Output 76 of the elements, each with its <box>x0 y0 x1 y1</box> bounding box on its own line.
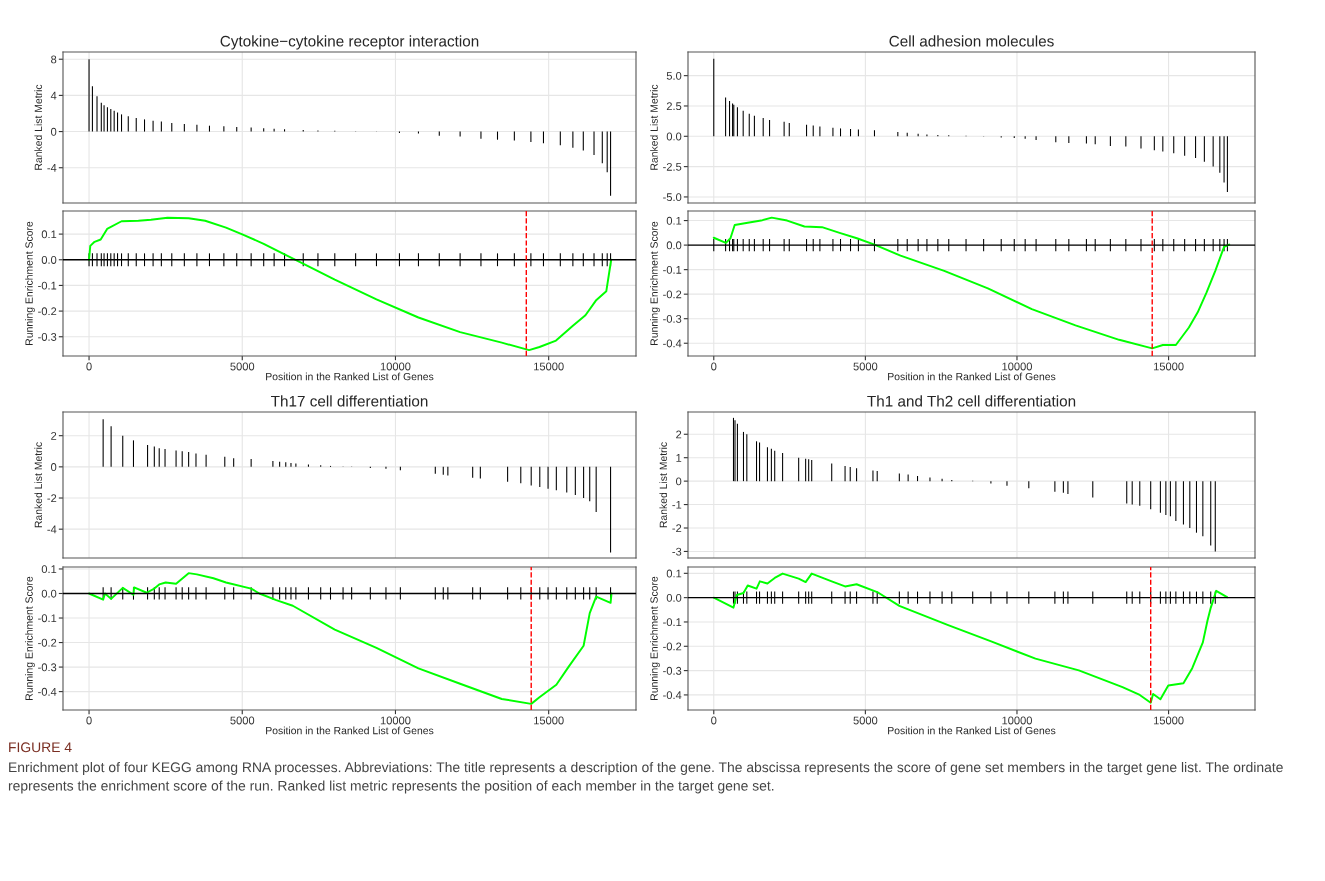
y-tick-label: 1 <box>676 454 682 462</box>
y-tick-label: -0.1 <box>663 618 682 627</box>
x-axis-title: Position in the Ranked List of Genes <box>266 726 434 735</box>
y-tick-label: 0.0 <box>666 593 682 602</box>
y-tick-label: 2.5 <box>666 102 682 111</box>
x-tick-label: 5000 <box>853 362 878 371</box>
y-axis-title: Ranked List Metric <box>34 442 43 528</box>
x-tick-label: 10000 <box>380 362 411 371</box>
y-tick-label: -0.3 <box>663 314 682 323</box>
chart-title: Cell adhesion molecules <box>889 35 1054 47</box>
y-tick-label: -0.2 <box>663 290 682 299</box>
chart-title: Th1 and Th2 cell differentiation <box>867 395 1076 407</box>
y-tick-label: -0.4 <box>663 339 682 348</box>
x-tick-label: 0 <box>86 716 92 725</box>
y-tick-label: -0.3 <box>38 663 57 672</box>
y-tick-label: -0.1 <box>38 281 57 290</box>
chart-title: Cytokine−cytokine receptor interaction <box>220 35 479 50</box>
y-tick-label: -2.5 <box>663 162 682 171</box>
x-tick-label: 5000 <box>853 716 878 725</box>
x-tick-label: 15000 <box>1153 716 1184 725</box>
y-axis-title: Ranked List Metric <box>34 84 43 170</box>
x-tick-label: 10000 <box>380 716 411 725</box>
y-tick-label: -0.1 <box>663 265 682 274</box>
caption: FIGURE 4 <box>9 742 72 753</box>
y-axis-title: Running Enrichment Score <box>650 221 660 345</box>
x-tick-label: 10000 <box>1002 716 1032 725</box>
x-axis-title: Position in the Ranked List of Genes <box>888 372 1056 381</box>
y-tick-label: -1 <box>672 500 682 509</box>
y-tick-label: -4 <box>47 164 57 172</box>
y-tick-label: 0.1 <box>666 216 682 225</box>
x-tick-label: 0 <box>711 716 717 725</box>
x-tick-label: 15000 <box>534 362 564 371</box>
x-tick-label: 0 <box>86 362 92 371</box>
y-tick-label: 8 <box>51 55 57 64</box>
y-tick-label: 0.1 <box>41 565 57 574</box>
y-tick-label: 5.0 <box>666 71 682 80</box>
y-tick-label: -3 <box>672 547 682 556</box>
y-tick-label: 0.0 <box>666 241 682 250</box>
y-axis-title: Running Enrichment Score <box>650 576 660 700</box>
y-tick-label: 0.0 <box>41 589 57 598</box>
y-tick-label: 0.1 <box>666 569 682 578</box>
y-tick-label: -0.2 <box>38 307 57 316</box>
y-tick-label: -0.3 <box>663 666 682 675</box>
y-tick-label: -5.0 <box>663 193 682 202</box>
y-tick-label: 0 <box>676 477 682 486</box>
y-tick-label: 2 <box>51 431 57 440</box>
y-tick-label: 4 <box>50 91 57 100</box>
y-tick-label: -0.4 <box>663 691 682 700</box>
y-tick-label: -0.1 <box>38 614 57 623</box>
x-axis-title: Position in the Ranked List of Genes <box>266 372 434 381</box>
x-tick-label: 0 <box>711 362 717 371</box>
y-tick-label: -0.4 <box>38 687 57 696</box>
chart-title: Th17 cell differentiation <box>271 395 428 407</box>
y-tick-label: 0.0 <box>41 256 57 264</box>
y-tick-label: -2 <box>672 524 682 533</box>
x-tick-label: 15000 <box>1153 362 1184 371</box>
y-axis-title: Running Enrichment Score <box>25 576 35 700</box>
y-tick-label: 0.0 <box>666 132 682 141</box>
x-tick-label: 5000 <box>230 716 255 725</box>
y-tick-label: -0.2 <box>38 638 57 647</box>
y-tick-label: 2 <box>676 430 682 439</box>
x-tick-label: 10000 <box>1002 362 1032 371</box>
y-tick-label: 0 <box>51 127 57 136</box>
x-tick-label: 15000 <box>534 716 564 725</box>
y-tick-label: -2 <box>47 494 57 503</box>
x-tick-label: 5000 <box>230 362 255 371</box>
y-axis-title: Ranked List Metric <box>659 442 668 528</box>
y-tick-label: -0.3 <box>38 333 57 341</box>
y-axis-title: Ranked List Metric <box>650 84 658 170</box>
y-tick-label: 0 <box>51 463 57 471</box>
y-axis-title: Running Enrichment Score <box>25 221 35 345</box>
y-tick-label: -0.2 <box>663 642 682 651</box>
y-tick-label: 0.1 <box>41 230 57 239</box>
x-axis-title: Position in the Ranked List of Genes <box>888 726 1056 735</box>
y-tick-label: -4 <box>47 525 57 534</box>
text: Enrichment plot of four KEGG among RNA processes. Abbreviations: The title represents a description of the gene. The abscissa represents the score of gene set members in the target gene list. The ordinate represents the enrichment score of the run. Ranked list metric represents the position of each member in the target gene set. <box>8 762 1283 794</box>
